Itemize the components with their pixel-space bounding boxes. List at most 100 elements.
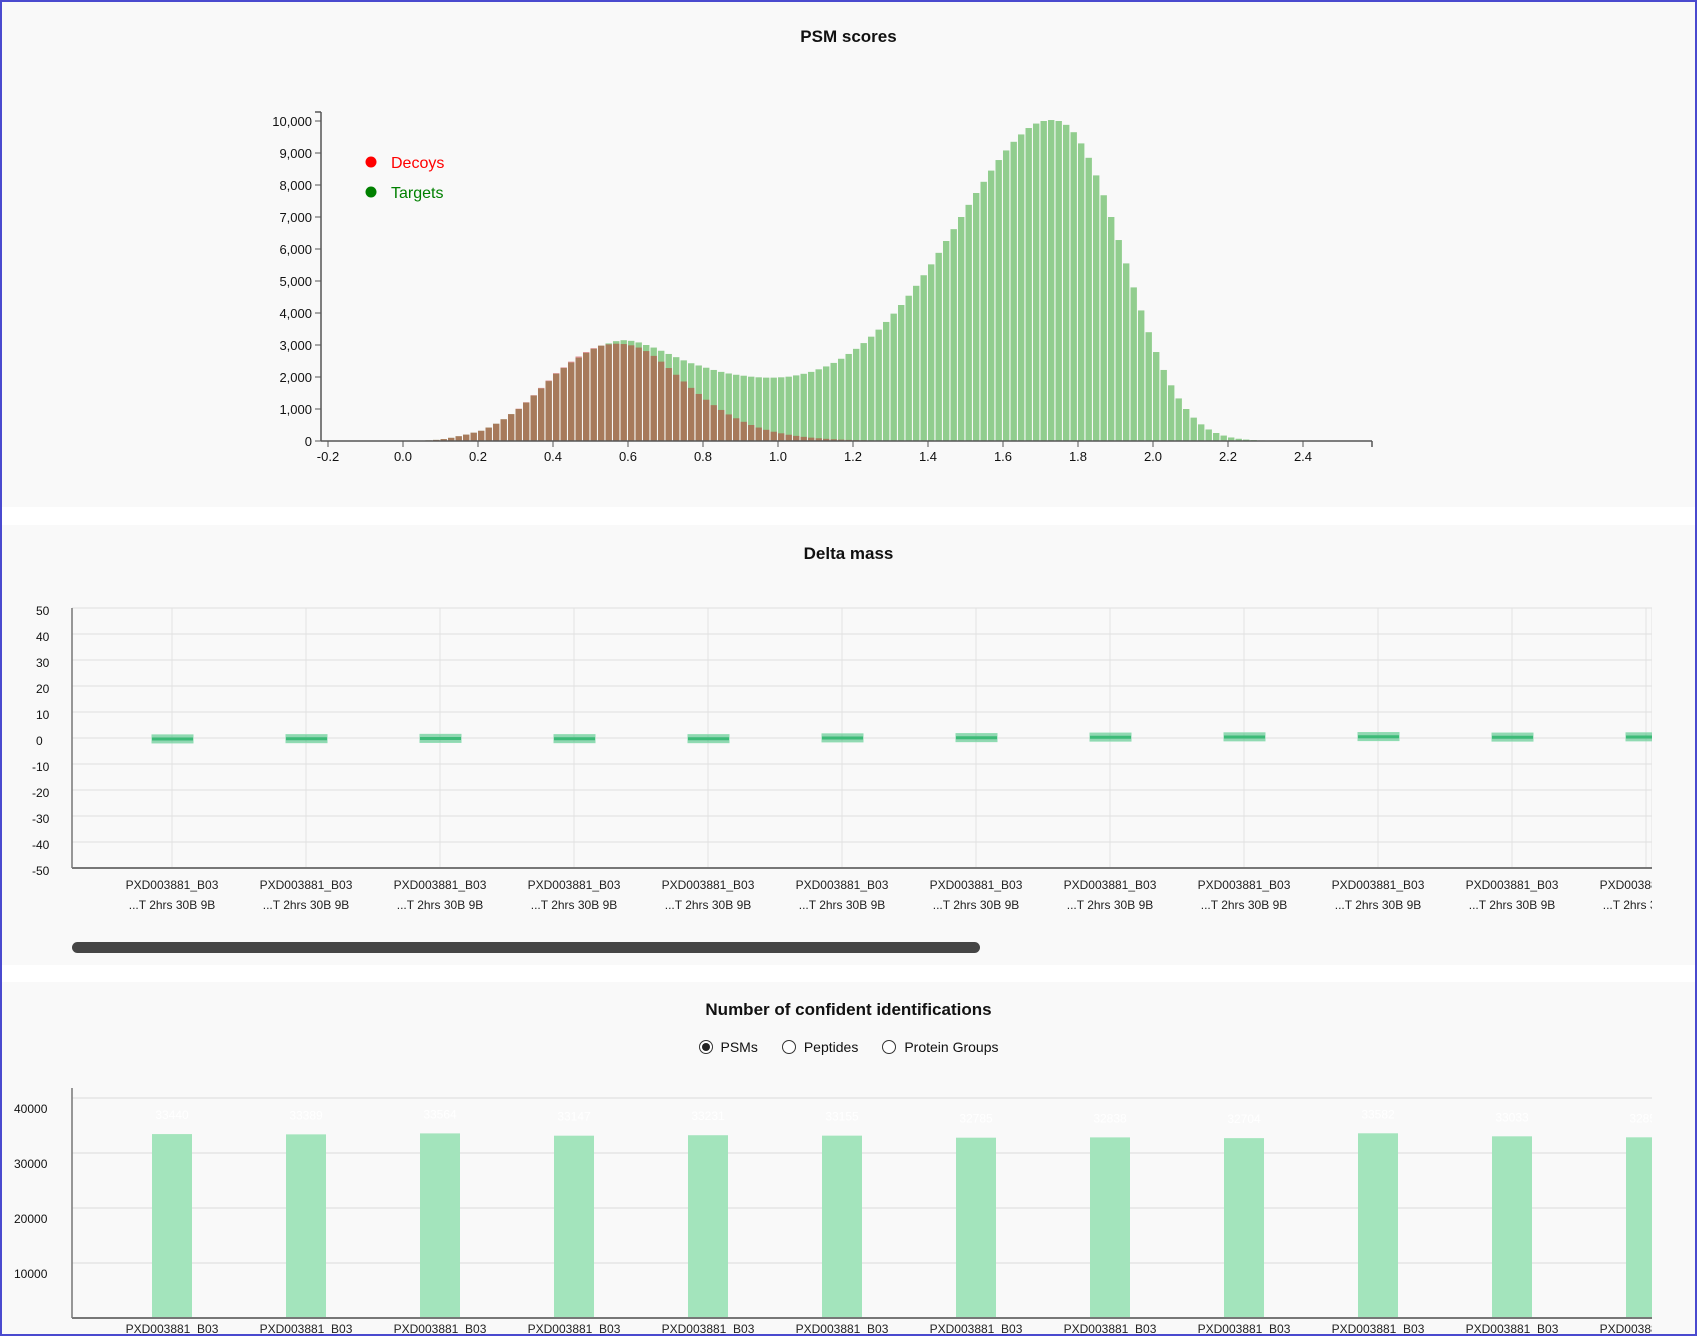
histogram-bar-targets (1160, 369, 1167, 441)
y-tick-label: 10 (36, 708, 50, 722)
radio-peptides-label: Peptides (803, 1039, 859, 1055)
x-tick-label: 0.2 (469, 449, 487, 464)
histogram-bar-targets (785, 376, 792, 441)
histogram-bar-targets (1055, 121, 1062, 441)
histogram-bar-targets (1093, 175, 1100, 441)
histogram-bar-targets (1228, 437, 1235, 441)
horizontal-scrollbar[interactable] (72, 942, 980, 953)
bar-value-label: 32704 (1227, 1112, 1261, 1126)
x-tick-label: 1.4 (919, 449, 937, 464)
histogram-bar-decoys (733, 418, 740, 441)
histogram-bar-decoys (718, 409, 725, 441)
histogram-bar-targets (1138, 310, 1145, 441)
y-tick-label: 0 (305, 434, 312, 449)
x-tick-label: PXD003881_B03 (662, 878, 755, 892)
x-tick-label: 0.8 (694, 449, 712, 464)
histogram-bar-decoys (830, 439, 837, 441)
x-tick-label: PXD003881_B03 (1600, 1322, 1693, 1336)
histogram-bar-targets (1213, 433, 1220, 441)
legend-label-targets: Targets (391, 185, 443, 202)
histogram-bar-decoys (665, 368, 672, 441)
bar (822, 1135, 862, 1318)
histogram-bar-decoys (748, 425, 755, 441)
histogram-bar-decoys (463, 434, 470, 441)
histogram-bar-targets (1175, 398, 1182, 441)
histogram-bar-targets (950, 229, 957, 441)
x-tick-label: PXD003881_B03 (796, 878, 889, 892)
histogram-bar-targets (1130, 287, 1137, 441)
x-tick-label: 1.2 (844, 449, 862, 464)
histogram-bar-targets (1205, 429, 1212, 441)
histogram-bar-targets (1085, 157, 1092, 442)
radio-protein-groups-circle[interactable] (882, 1040, 897, 1054)
y-tick-label: 10000 (14, 1267, 48, 1281)
histogram-bar-targets (845, 353, 852, 441)
bar-value-label: 33564 (423, 1107, 457, 1121)
histogram-bar-targets (725, 373, 732, 441)
histogram-bar-decoys (658, 361, 665, 441)
histogram-bar-targets (913, 285, 920, 441)
histogram-bar-decoys (635, 347, 642, 441)
histogram-bar-targets (1010, 141, 1017, 442)
histogram-bar-decoys (493, 423, 500, 441)
x-tick-label: 1.6 (994, 449, 1012, 464)
x-tick-label: PXD003881_B03 (662, 1322, 755, 1336)
histogram-bar-targets (1108, 217, 1115, 441)
histogram-bar-targets (733, 374, 740, 441)
x-tick-label: 2.2 (1219, 449, 1237, 464)
x-tick-label: 2.4 (1294, 449, 1312, 464)
y-tick-label: 40000 (14, 1102, 48, 1116)
histogram-bar-decoys (500, 419, 507, 441)
radio-peptides-circle[interactable] (781, 1040, 796, 1054)
radio-protein-groups[interactable]: Protein Groups (882, 1039, 999, 1055)
histogram-bar-decoys (673, 374, 680, 441)
histogram-bar-targets (973, 193, 980, 441)
x-tick-label: -0.2 (317, 449, 339, 464)
y-tick-label: 6,000 (279, 242, 312, 257)
histogram-bar-targets (1153, 352, 1160, 441)
x-tick-label-sub: ...T 2hrs 30B 9B (129, 898, 216, 912)
radio-psms[interactable]: PSMs (698, 1039, 758, 1055)
histogram-bar-decoys (620, 344, 627, 441)
bar (152, 1134, 192, 1318)
x-tick-label: PXD003881_B03 (126, 1322, 219, 1336)
histogram-bar-decoys (695, 393, 702, 441)
y-tick-label: 0 (36, 734, 43, 748)
histogram-bar-targets (905, 295, 912, 441)
bar-value-label: 33440 (155, 1108, 189, 1122)
histogram-bar-targets (943, 241, 950, 441)
bar (554, 1135, 594, 1318)
y-tick-label: 5,000 (279, 274, 312, 289)
bar (688, 1135, 728, 1318)
radio-psms-label: PSMs (720, 1039, 758, 1055)
histogram-bar-decoys (613, 343, 620, 441)
histogram-bar-targets (1220, 435, 1227, 441)
x-tick-label: PXD003881_B03 (394, 878, 487, 892)
histogram-bar-decoys (688, 387, 695, 441)
histogram-bar-decoys (515, 408, 522, 441)
histogram-bar-targets (988, 170, 995, 441)
histogram-bar-targets (763, 377, 770, 441)
histogram-bar-targets (860, 343, 867, 441)
histogram-bar-targets (1040, 121, 1047, 441)
histogram-bar-targets (1190, 417, 1197, 441)
histogram-bar-targets (755, 377, 762, 441)
legend-label-decoys: Decoys (391, 155, 444, 172)
histogram-bar-decoys (545, 380, 552, 441)
x-tick-label: PXD003881_B03 (930, 878, 1023, 892)
y-tick-label: 1,000 (279, 402, 312, 417)
histogram-bar-targets (935, 252, 942, 441)
bar-value-label: 32850 (1629, 1111, 1663, 1125)
x-tick-label: PXD003881_B03 (528, 878, 621, 892)
radio-psms-circle[interactable] (698, 1040, 713, 1054)
x-tick-label-sub: ...T 2hrs 30B 9B (1335, 898, 1422, 912)
x-tick-label: PXD003881_B03 (1198, 1322, 1291, 1336)
bar-value-label: 33147 (557, 1110, 591, 1124)
y-tick-label: 10,000 (272, 114, 312, 129)
histogram-bar-decoys (583, 352, 590, 441)
radio-peptides[interactable]: Peptides (781, 1039, 859, 1055)
histogram-bar-decoys (530, 395, 537, 441)
x-tick-label: PXD003881_B03 (1332, 878, 1425, 892)
y-tick-label: 30 (36, 656, 50, 670)
